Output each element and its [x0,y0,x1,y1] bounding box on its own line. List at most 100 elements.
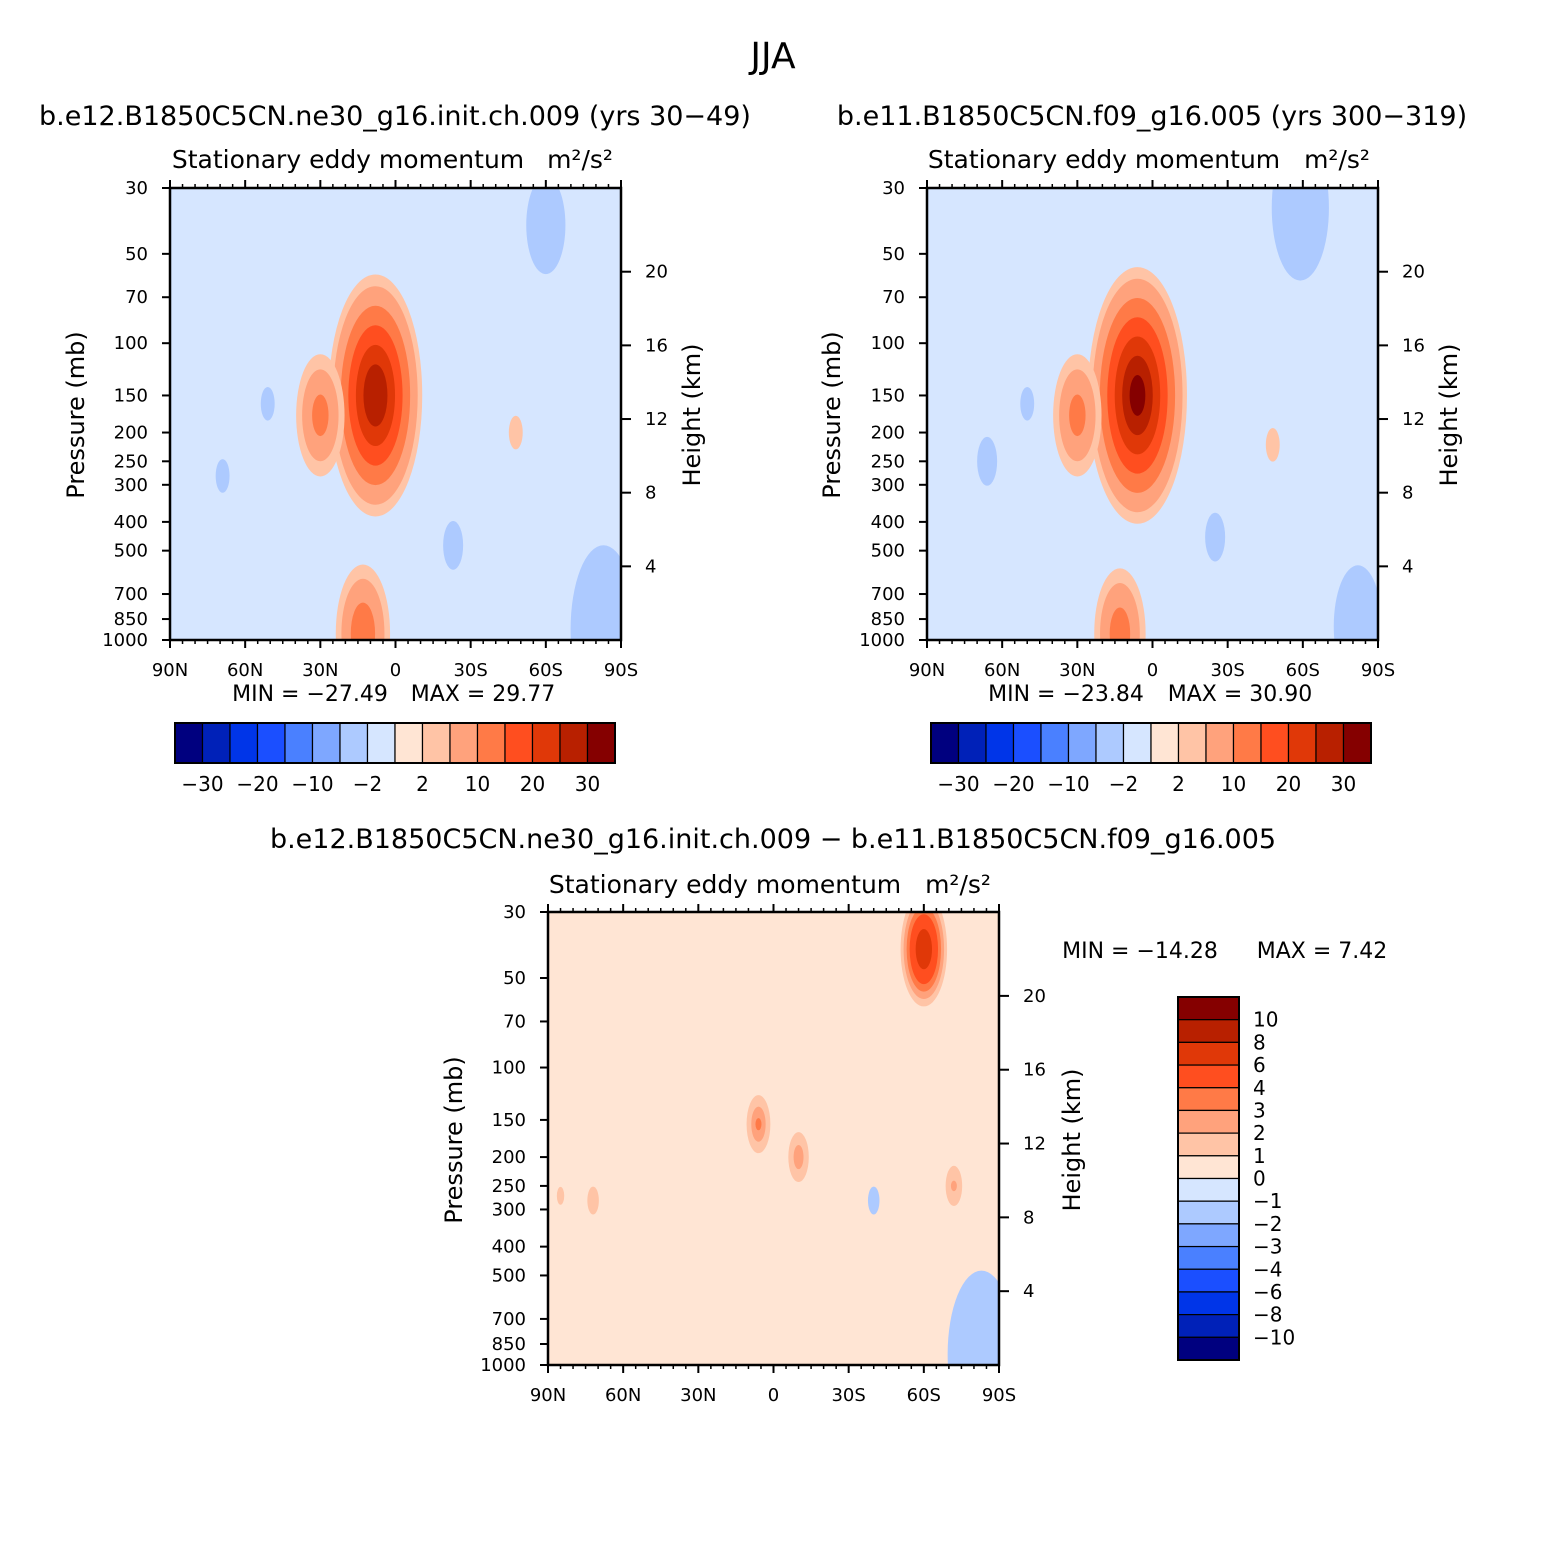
x-tick-label: 0 [390,660,401,681]
colorbar-swatch [531,722,561,764]
colorbar-label: 3 [1253,1098,1266,1122]
colorbar-label: −1 [1253,1189,1282,1213]
height-tick-label: 4 [1402,556,1413,577]
panel-title: b.e11.B1850C5CN.f09_g16.005 (yrs 300−319… [837,101,1467,132]
contour-level [443,521,464,570]
x-tick-label: 30S [453,660,487,681]
x-tick-label: 90N [152,660,188,681]
units-label: m²/s² [547,145,613,174]
contour-feature [296,354,345,477]
y-tick-label: 1000 [859,630,905,651]
colorbar-frame [1177,996,1240,1361]
y-tick-label: 500 [492,1265,526,1286]
colorbar-swatch [339,722,369,764]
colorbar-swatch [311,722,341,764]
x-tick-label: 90N [909,660,945,681]
colorbar-label: −10 [1253,1325,1295,1349]
height-tick-label: 20 [1023,986,1046,1007]
height-axis-label: Height (km) [678,344,706,487]
height-tick-label: 12 [645,409,668,430]
colorbar-swatch [957,722,987,764]
colorbar-label: −30 [937,772,979,796]
colorbar-swatch [1177,1200,1240,1225]
colorbar-control: −30 −20 −10 −2 2 10 20 30 [930,722,1372,796]
y-tick-label: 850 [871,609,905,630]
y-tick-label: 70 [882,287,905,308]
contour-feature [947,1270,999,1365]
y-tick-label: 200 [871,423,905,444]
colorbar-case: −30 −20 −10 −2 2 10 20 30 [174,722,616,796]
y-tick-label: 400 [492,1237,526,1258]
colorbar-swatch [1177,1041,1240,1066]
figure-title: JJA [748,36,796,77]
panel-control: b.e11.B1850C5CN.f09_g16.005 (yrs 300−319… [818,101,1467,707]
height-tick-label: 4 [1023,1281,1034,1302]
contour-feature [587,1186,599,1215]
colorbar-label: −6 [1253,1280,1282,1304]
contour-level [915,929,933,970]
units-label: m²/s² [925,870,991,899]
contour-feature [977,436,998,486]
colorbar-swatch [1177,1245,1240,1270]
y-tick-label: 50 [503,968,526,989]
colorbar-label: 6 [1253,1053,1266,1077]
colorbar-swatch [1177,1314,1240,1338]
panel-subtitle: Stationary eddy momentum [928,145,1280,174]
contour-level [793,1145,804,1170]
colorbar-swatch [1177,1155,1240,1180]
colorbar-label: −20 [992,772,1034,796]
colorbar-label: −2 [353,772,382,796]
colorbar-label: −2 [1253,1212,1282,1236]
colorbar-swatch [229,722,259,764]
colorbar-swatch [449,722,479,764]
y-axis-label: Pressure (mb) [440,1056,468,1223]
contour-feature [867,1186,880,1215]
contour-field [556,912,999,1365]
colorbar-swatch [1150,722,1180,764]
colorbar-swatch [1177,722,1207,764]
colorbar-swatch [366,722,396,764]
colorbar-swatch [394,722,424,764]
colorbar-swatch [1177,1019,1240,1043]
contour-feature [788,1132,809,1182]
colorbar-swatch [421,722,451,764]
panel-subtitle: Stationary eddy momentum [549,870,901,899]
y-tick-label: 500 [114,541,148,562]
y-tick-label: 300 [871,475,905,496]
height-tick-label: 16 [645,335,668,356]
y-tick-label: 50 [882,244,905,265]
units-label: m²/s² [1304,145,1370,174]
min-label: MIN = −23.84 [988,682,1144,707]
panel-title: b.e12.B1850C5CN.ne30_g16.init.ch.009 (yr… [39,101,751,132]
colorbar-swatch [1315,722,1345,764]
x-tick-label: 60S [1286,660,1320,681]
colorbar-swatch [1177,1132,1240,1157]
colorbar-swatch [985,722,1015,764]
colorbar-frame [174,722,616,764]
contour-feature [1094,568,1146,640]
y-tick-label: 150 [492,1110,526,1131]
contour-feature [570,545,621,640]
contour-feature [1271,188,1329,281]
y-axis-label: Pressure (mb) [818,331,846,498]
colorbar-label: 2 [1172,772,1185,796]
colorbar-swatch [201,722,231,764]
x-tick-label: 0 [1147,660,1158,681]
contour-level [1129,375,1146,416]
contour-feature [260,386,275,421]
colorbar-label: 2 [1253,1121,1266,1145]
contour-level [556,1186,565,1205]
min-label: MIN = −27.49 [232,682,388,707]
panel-title: b.e12.B1850C5CN.ne30_g16.init.ch.009 − b… [270,824,1276,855]
y-tick-label: 70 [125,287,148,308]
colorbar-label: −4 [1253,1257,1282,1281]
y-tick-label: 700 [114,584,148,605]
colorbar-swatch [174,722,204,764]
colorbar-swatch [1177,1268,1240,1293]
height-tick-label: 12 [1402,409,1425,430]
colorbar-label: 2 [416,772,429,796]
contour-level [215,459,230,493]
contour-level [755,1118,762,1131]
colorbar-swatch [1067,722,1097,764]
